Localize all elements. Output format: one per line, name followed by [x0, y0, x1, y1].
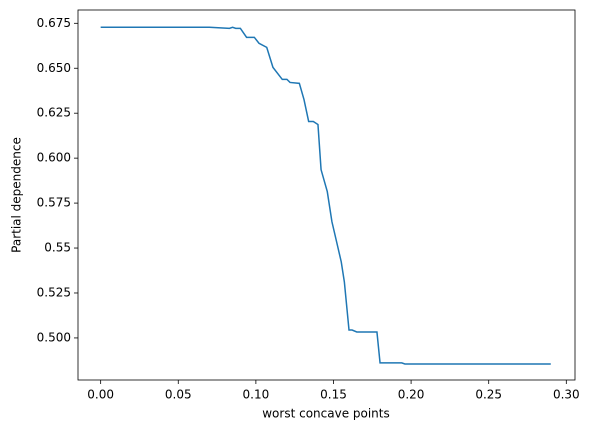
- y-tick-label: 0.500: [37, 330, 71, 344]
- y-tick-label: 0.600: [37, 151, 71, 165]
- x-tick-label: 0.05: [165, 388, 192, 402]
- x-tick-label: 0.00: [87, 388, 114, 402]
- y-tick-label: 0.650: [37, 61, 71, 75]
- y-tick-label: 0.625: [37, 106, 71, 120]
- y-tick-label: 0.525: [37, 285, 71, 299]
- y-axis-label: Partial dependence: [10, 137, 24, 253]
- x-tick-label: 0.20: [398, 388, 425, 402]
- y-tick-label: 0.675: [37, 16, 71, 30]
- axes-frame: [77, 9, 576, 381]
- y-tick-label: 0.575: [37, 196, 71, 210]
- x-tick-label: 0.15: [320, 388, 347, 402]
- x-tick-label: 0.30: [553, 388, 580, 402]
- x-tick-label: 0.25: [475, 388, 502, 402]
- data-line: [100, 26, 551, 365]
- y-tick-label: 0.55: [44, 241, 71, 255]
- x-tick-label: 0.10: [243, 388, 270, 402]
- x-axis-label: worst concave points: [262, 407, 390, 421]
